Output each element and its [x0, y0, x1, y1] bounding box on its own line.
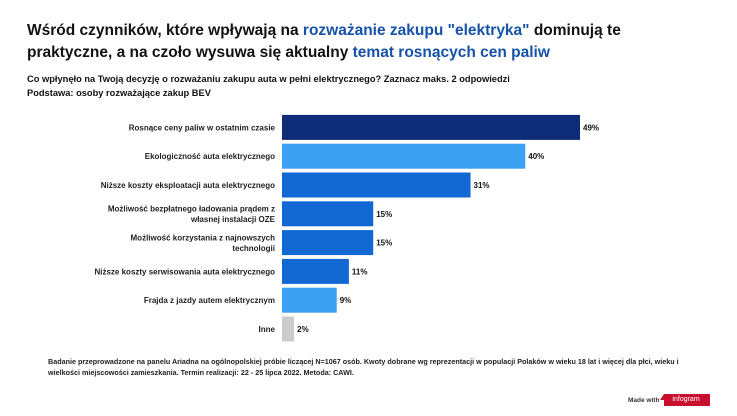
chart-title: Wśród czynników, które wpływają na rozwa…	[27, 20, 667, 64]
category-label-1: Rosnące ceny paliw w ostatnim czasie	[129, 123, 276, 132]
category-label-8: Inne	[259, 325, 276, 334]
methodology-note: Badanie przeprowadzone na panelu Ariadna…	[48, 357, 679, 377]
survey-base: Podstawa: osoby rozważające zakup BEV	[27, 87, 211, 98]
value-label-1: 49%	[583, 123, 599, 132]
category-label-6: Niższe koszty serwisowania auta elektryc…	[94, 267, 275, 276]
value-label-5: 15%	[376, 239, 392, 248]
title-part-2: dominują te praktyczne, a na czoło wysuw…	[27, 22, 621, 61]
bar-7[interactable]	[282, 287, 337, 313]
survey-question: Co wpłynęło na Twoją decyzję o rozważani…	[27, 74, 510, 84]
value-label-7: 9%	[340, 296, 352, 305]
category-label-4: Możliwość bezpłatnego ładowania prądem z…	[108, 205, 276, 225]
title-part-1: Wśród czynników, które wpływają na	[27, 22, 303, 39]
title-highlight-1: rozważanie zakupu "elektryka"	[302, 22, 530, 39]
infogram-logo[interactable]: infogram	[660, 394, 710, 406]
bar-8[interactable]	[282, 316, 295, 342]
bar-4[interactable]	[282, 201, 374, 227]
value-label-3: 31%	[474, 181, 490, 190]
category-label-5: Możliwość korzystania z najnowszych techn…	[131, 233, 276, 253]
title-highlight-2: temat rosnących cen paliw	[352, 44, 550, 61]
value-label-4: 15%	[376, 210, 392, 219]
bar-3[interactable]	[282, 172, 471, 198]
made-with-label: Made with	[628, 396, 660, 404]
bar-1[interactable]	[282, 114, 580, 140]
value-label-6: 11%	[352, 267, 368, 276]
value-label-8: 2%	[297, 325, 309, 334]
category-label-7: Frajda z jazdy autem elektrycznym	[144, 296, 275, 305]
made-with-badge[interactable]: Made with infogram	[628, 394, 710, 406]
category-label-2: Ekologiczność auta elektrycznego	[145, 152, 275, 161]
category-label-3: Niższe koszty eksploatacji auta elektryc…	[101, 181, 275, 190]
bar-5[interactable]	[282, 230, 374, 256]
value-label-2: 40%	[528, 152, 544, 161]
bar-6[interactable]	[282, 258, 349, 284]
bar-2[interactable]	[282, 143, 526, 169]
chart-subtitle: Co wpłynęło na Twoją decyzję o rozważani…	[27, 73, 717, 100]
